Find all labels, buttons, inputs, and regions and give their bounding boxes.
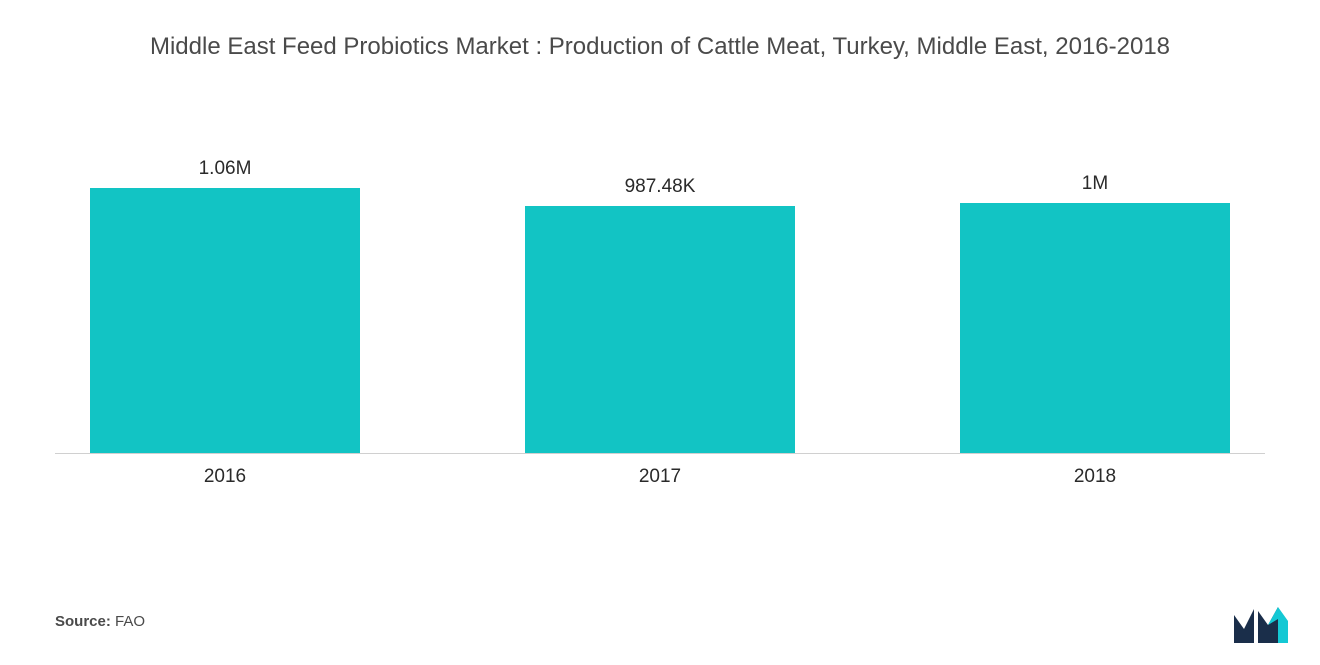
source-label: Source: <box>55 613 111 630</box>
x-axis-label: 2017 <box>639 466 681 487</box>
x-axis-labels: 2016 2017 2018 <box>55 454 1265 488</box>
bar-2 <box>960 203 1230 453</box>
x-label-group: 2017 <box>520 466 800 488</box>
bar-value-label: 1.06M <box>199 158 252 180</box>
bar-0 <box>90 188 360 453</box>
bar-1 <box>525 206 795 453</box>
bar-value-label: 1M <box>1082 173 1108 195</box>
x-axis-label: 2018 <box>1074 466 1116 487</box>
chart-plot-area: 1.06M 987.48K 1M <box>55 134 1265 454</box>
chart-container: Middle East Feed Probiotics Market : Pro… <box>0 0 1320 665</box>
chart-title: Middle East Feed Probiotics Market : Pro… <box>55 30 1265 64</box>
x-axis-label: 2016 <box>204 466 246 487</box>
x-label-group: 2018 <box>955 466 1235 488</box>
x-label-group: 2016 <box>85 466 365 488</box>
brand-logo-icon <box>1232 605 1290 645</box>
bar-group-1: 987.48K <box>520 176 800 453</box>
bar-group-2: 1M <box>955 173 1235 453</box>
source-value: FAO <box>115 613 145 630</box>
bar-value-label: 987.48K <box>625 176 696 198</box>
bar-group-0: 1.06M <box>85 158 365 453</box>
source-attribution: Source: FAO <box>55 613 145 630</box>
